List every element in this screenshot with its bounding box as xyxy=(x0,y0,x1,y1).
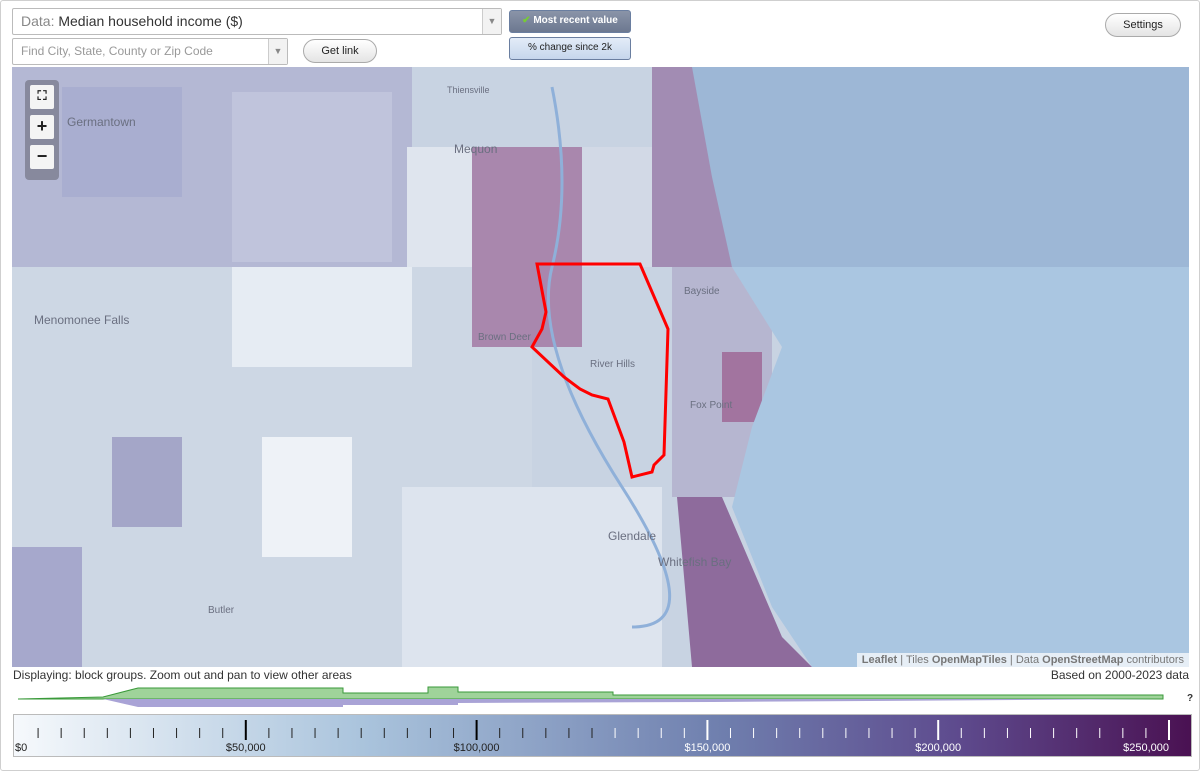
block xyxy=(402,487,662,667)
place-label: Bayside xyxy=(684,286,720,297)
block xyxy=(722,352,762,422)
place-label: Butler xyxy=(208,605,235,616)
most-recent-label: Most recent value xyxy=(533,15,618,26)
histogram: ? xyxy=(17,686,1193,707)
lake xyxy=(732,267,1189,667)
block xyxy=(582,147,652,267)
histogram-upper xyxy=(17,686,1164,700)
river xyxy=(546,86,672,629)
dropdown-arrow[interactable]: ▼ xyxy=(482,9,501,34)
lake xyxy=(692,67,1189,267)
block xyxy=(262,437,352,557)
place-label: Brown Deer xyxy=(478,332,531,343)
attr-link[interactable]: OpenStreetMap xyxy=(1042,654,1124,666)
zoom-out-button[interactable]: − xyxy=(30,145,54,169)
status-left: Displaying: block groups. Zoom out and p… xyxy=(13,668,352,682)
selected-area xyxy=(530,262,670,479)
change-toggle[interactable]: % change since 2k xyxy=(509,37,631,60)
block xyxy=(677,497,812,667)
fullscreen-button[interactable]: ⛶ xyxy=(30,85,54,109)
place-label: Fox Point xyxy=(690,400,733,411)
attribution: Leaflet | Tiles OpenMapTiles | Data Open… xyxy=(856,653,1189,667)
legend-tick-label: $250,000 xyxy=(1123,742,1169,754)
block xyxy=(112,437,182,527)
data-value: Median household income ($) xyxy=(58,13,243,29)
block xyxy=(12,547,82,667)
place-label: Thiensville xyxy=(447,85,490,95)
attr-link[interactable]: Leaflet xyxy=(861,654,898,666)
block xyxy=(232,267,412,367)
legend-tick-label: $200,000 xyxy=(915,742,961,754)
place-label: River Hills xyxy=(590,359,635,370)
help-icon[interactable]: ? xyxy=(1187,693,1193,704)
search-placeholder: Find City, State, County or Zip Code xyxy=(21,44,213,58)
status-right: Based on 2000-2023 data xyxy=(1050,668,1189,682)
legend-tick-label: $50,000 xyxy=(226,742,266,754)
zoom-in-button[interactable]: + xyxy=(30,115,54,139)
block xyxy=(232,92,392,262)
place-label: Glendale xyxy=(608,529,657,543)
map-tiles xyxy=(12,67,1189,667)
attr-text: Tiles xyxy=(905,654,929,666)
place-label: Germantown xyxy=(67,115,136,129)
histogram-lower xyxy=(103,699,1163,707)
get-link-button[interactable]: Get link xyxy=(303,39,377,63)
search-arrow[interactable]: ▼ xyxy=(268,39,287,64)
place-label: Menomonee Falls xyxy=(34,313,130,327)
map[interactable]: ⛶ + − Thiensville Germantown Mequon Bays… xyxy=(12,67,1189,667)
most-recent-toggle[interactable]: ✔ Most recent value xyxy=(509,10,631,33)
block xyxy=(62,87,182,197)
data-select[interactable]: Data: Median household income ($) ▼ xyxy=(12,8,502,35)
settings-button[interactable]: Settings xyxy=(1105,13,1181,37)
attr-text: Data xyxy=(1015,654,1040,666)
color-ramp xyxy=(13,714,1192,757)
legend-tick-label: $0 xyxy=(15,742,27,754)
block xyxy=(472,147,582,347)
place-label: Whitefish Bay xyxy=(658,555,732,569)
attr-text: contributors xyxy=(1126,654,1184,666)
color-legend: $0 $50,000 $100,000 $150,000 $200,000 $250,00… xyxy=(13,714,1192,757)
block xyxy=(652,67,732,267)
legend-tick-label: $100,000 xyxy=(454,742,500,754)
legend-tick-label: $150,000 xyxy=(684,742,730,754)
zoom-control: ⛶ + − xyxy=(25,80,59,180)
place-label: Mequon xyxy=(454,142,498,156)
search-box[interactable]: Find City, State, County or Zip Code ▼ xyxy=(12,38,288,65)
data-label: Data: xyxy=(21,13,55,29)
attr-link[interactable]: OpenMapTiles xyxy=(931,654,1007,666)
